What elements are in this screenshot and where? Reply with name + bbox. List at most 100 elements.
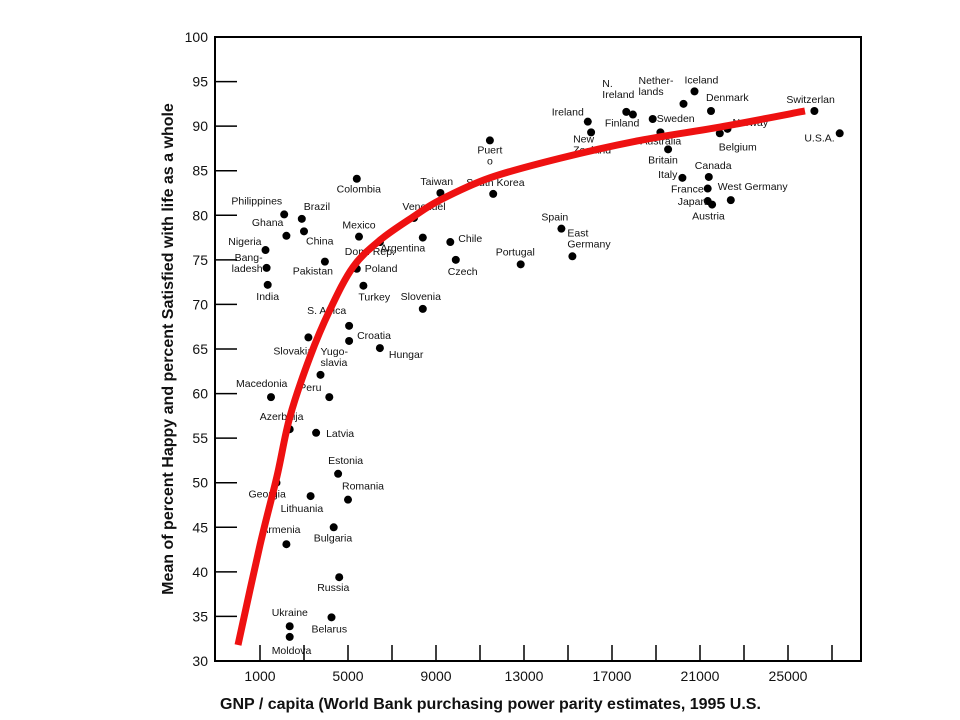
data-point-colombia (352, 174, 361, 183)
data-point-belarus (327, 613, 336, 622)
data-point-romania (344, 495, 352, 504)
point-label-india: India (256, 291, 279, 303)
point-label-bangladesh: ladesh (232, 263, 263, 275)
point-label-japan: Japan (678, 196, 707, 208)
data-point-france (703, 184, 712, 193)
data-point-yugoslavia (316, 370, 325, 379)
point-label-slovenia: Slovenia (401, 291, 441, 303)
point-label-yugoslavia: Yugo- (321, 346, 349, 358)
point-label-romania: Romania (342, 481, 384, 493)
data-point-mexico (355, 232, 363, 241)
data-point-ireland (583, 117, 592, 126)
data-point-peru (325, 393, 334, 402)
point-label-latvia: Latvia (326, 428, 354, 440)
data-point-bangladesh (262, 263, 271, 272)
point-label-turkey: Turkey (358, 292, 390, 304)
data-point-argentina (418, 233, 427, 242)
data-point-bulgaria (329, 523, 338, 532)
x-tick-label: 21000 (681, 668, 720, 684)
point-label-u-s-a: U.S.A. (804, 132, 834, 144)
point-label-china: China (306, 235, 334, 247)
y-tick-label: 100 (185, 29, 209, 45)
point-label-hungary: Hungar (389, 349, 424, 361)
point-label-czech: Czech (448, 266, 478, 278)
data-point-iceland (690, 87, 699, 96)
point-label-finland: Finland (605, 118, 640, 130)
point-label-britain: Britain (648, 154, 678, 166)
point-label-west-germany: West Germany (718, 181, 789, 193)
data-point-finland (628, 110, 637, 119)
point-label-slovakia: Slovakia (273, 345, 313, 357)
data-point-philippines (280, 210, 289, 219)
point-label-nigeria: Nigeria (228, 236, 261, 248)
y-tick-label: 70 (192, 296, 208, 312)
data-points (261, 87, 844, 641)
point-label-n-ireland: N. (602, 78, 613, 90)
point-label-n-ireland: Ireland (602, 89, 634, 101)
data-point-chile (446, 238, 455, 247)
y-tick-label: 50 (192, 475, 208, 491)
point-label-portugal: Portugal (496, 246, 535, 258)
y-tick-label: 35 (192, 608, 208, 624)
point-label-argentina: Argentina (380, 243, 425, 255)
y-tick-label: 30 (192, 653, 208, 669)
point-label-austria: Austria (692, 211, 725, 223)
y-tick-label: 85 (192, 163, 208, 179)
point-label-belgium: Belgium (719, 141, 757, 153)
point-label-spain: Spain (541, 212, 568, 224)
data-point-ghana (282, 231, 291, 240)
point-label-france: France (671, 184, 704, 196)
point-label-estonia: Estonia (328, 455, 363, 467)
point-label-netherlands: lands (639, 86, 664, 98)
trend-curve (234, 107, 806, 646)
data-point-nigeria (261, 246, 270, 255)
data-point-switzerland (810, 106, 819, 115)
point-label-lithuania: Lithuania (281, 503, 324, 515)
data-point-ukraine (285, 622, 294, 631)
point-label-puerto-rico: Puert (477, 144, 502, 156)
data-point-u-s-a (835, 129, 844, 138)
point-label-chile: Chile (458, 233, 482, 245)
point-label-colombia: Colombia (337, 184, 382, 196)
data-point-croatia (345, 336, 354, 345)
y-tick-label: 95 (192, 74, 208, 90)
point-label-poland: Poland (365, 263, 398, 275)
point-label-yugoslavia: slavia (321, 357, 348, 369)
y-axis-title: Mean of percent Happy and percent Satisf… (160, 103, 177, 595)
x-tick-label: 9000 (420, 668, 451, 684)
y-tick-label: 80 (192, 207, 208, 223)
data-point-brazil (297, 214, 306, 223)
data-point-netherlands (679, 99, 688, 108)
data-point-india (263, 280, 272, 289)
point-label-denmark: Denmark (706, 92, 749, 104)
data-point-russia (335, 573, 344, 582)
point-label-east-germany: Germany (567, 238, 611, 250)
data-point-turkey (359, 281, 368, 290)
data-point-canada (704, 172, 713, 181)
x-axis: 1000 5000 9000 13000 17000 21000 25000 (244, 645, 833, 684)
point-label-croatia: Croatia (357, 330, 391, 342)
data-point-new-zealand (587, 128, 596, 137)
y-tick-label: 90 (192, 118, 208, 134)
data-point-armenia (282, 540, 291, 549)
point-label-russia: Russia (317, 582, 349, 594)
point-label-georgia: Georgia (249, 489, 287, 501)
data-point-hungary (375, 344, 384, 353)
point-label-netherlands: Nether- (639, 75, 675, 87)
point-label-switzerland: Switzerlan (786, 94, 835, 106)
data-point-belgium (715, 129, 724, 138)
point-label-moldova: Moldova (272, 645, 312, 657)
point-label-bulgaria: Bulgaria (314, 532, 353, 544)
data-point-sweden (648, 115, 657, 124)
point-label-mexico: Mexico (342, 220, 375, 232)
data-point-lithuania (306, 492, 315, 501)
point-label-italy: Italy (658, 169, 678, 181)
data-point-east-germany (568, 252, 577, 261)
point-label-new-zealand: New (573, 133, 594, 145)
data-point-west-germany (726, 196, 735, 205)
x-tick-label: 17000 (593, 668, 632, 684)
point-label-sweden: Sweden (657, 113, 695, 125)
point-label-ukraine: Ukraine (272, 607, 308, 619)
point-label-macedonia: Macedonia (236, 378, 288, 390)
y-tick-label: 55 (192, 430, 208, 446)
